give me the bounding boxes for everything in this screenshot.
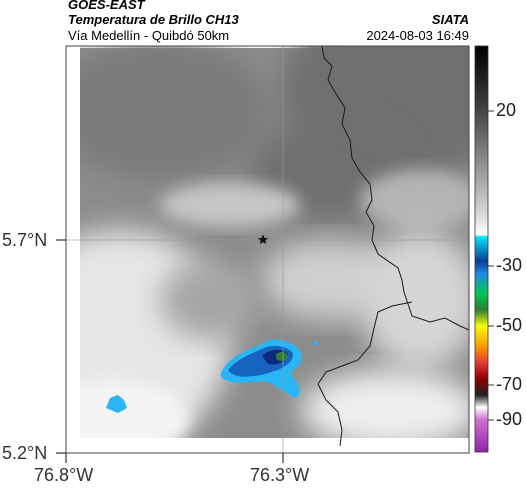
datetime-label: 2024-08-03 16:49 — [366, 28, 469, 43]
colorbar-label: 20 — [496, 100, 517, 120]
lon-tick-label: 76.3°W — [250, 465, 310, 485]
organization-label: SIATA — [431, 12, 469, 27]
map-frame — [65, 45, 470, 454]
colorbar-ticks — [488, 110, 494, 421]
lat-tick-label: 5.2°N — [2, 443, 48, 463]
colorbar-label: -50 — [496, 315, 523, 335]
region-label: Vía Medellín - Quibdó 50km — [68, 28, 230, 43]
lon-tick-label: 76.8°W — [34, 465, 94, 485]
product-title: Temperatura de Brillo CH13 — [68, 12, 239, 27]
colorbar-label: -90 — [496, 409, 523, 429]
colorbar — [474, 45, 489, 453]
colorbar-label: -70 — [496, 374, 523, 394]
small-cloud-spot — [106, 395, 127, 413]
department-boundary-south — [317, 301, 413, 447]
cloud-layer — [66, 46, 469, 453]
satellite-name: GOES-EAST — [68, 0, 145, 12]
star-icon — [258, 234, 268, 244]
colorbar-label: -30 — [496, 255, 523, 275]
lat-tick-label: 5.7°N — [2, 230, 48, 250]
department-boundary — [321, 46, 469, 331]
